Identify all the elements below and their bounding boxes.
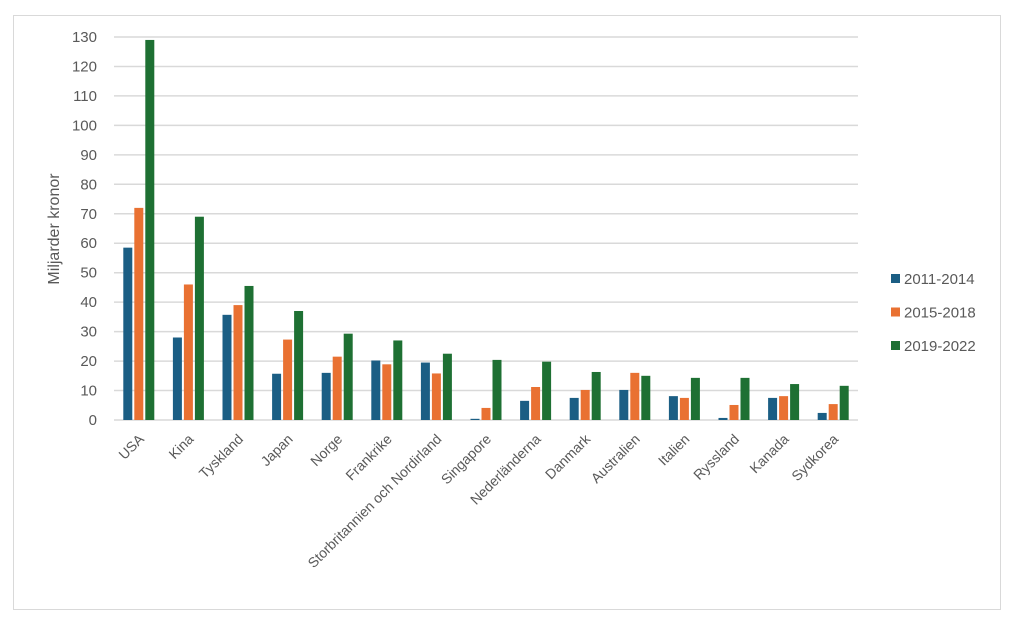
y-tick-label: 120	[72, 58, 97, 75]
bar-2015-2018	[283, 339, 293, 420]
bar-2015-2018	[332, 356, 342, 420]
bar-2015-2018	[431, 373, 441, 420]
bar-2015-2018	[679, 397, 689, 420]
y-tick-label: 40	[80, 294, 97, 311]
y-tick-label: 20	[80, 353, 97, 370]
bar-2019-2022	[641, 375, 651, 420]
legend-label: 2019-2022	[904, 338, 976, 355]
y-tick-label: 70	[80, 206, 97, 223]
bar-2011-2014	[668, 396, 678, 420]
y-tick-label: 50	[80, 265, 97, 282]
y-axis-title: Miljarder kronor	[46, 173, 63, 285]
bar-2019-2022	[393, 340, 403, 420]
bar-2019-2022	[492, 359, 502, 420]
y-tick-label: 100	[72, 117, 97, 134]
y-tick-label: 0	[89, 412, 97, 429]
bar-2019-2022	[244, 285, 254, 420]
bar-2019-2022	[442, 353, 452, 420]
y-tick-label: 80	[80, 176, 97, 193]
y-tick-label: 110	[73, 88, 97, 105]
x-tick-label: Japan	[257, 431, 295, 469]
x-tick-label: Ryssland	[690, 431, 742, 483]
bar-2011-2014	[371, 360, 381, 420]
bar-2019-2022	[343, 333, 353, 420]
x-tick-label: Italien	[655, 431, 693, 469]
bar-2019-2022	[690, 377, 700, 420]
bar-2011-2014	[768, 397, 778, 420]
bar-2011-2014	[420, 362, 430, 420]
bar-2011-2014	[718, 417, 728, 420]
y-tick-label: 30	[80, 324, 97, 341]
bar-2011-2014	[272, 373, 282, 420]
bar-2019-2022	[591, 371, 601, 420]
x-tick-label: Tyskland	[196, 431, 246, 481]
bar-2019-2022	[145, 39, 155, 420]
x-tick-label: USA	[115, 430, 147, 462]
legend-swatch	[891, 274, 900, 283]
y-axis-ticks: 0 10 20 30 40 50 60 70 80 90 100 110 120 130	[72, 29, 97, 429]
bar-2015-2018	[729, 404, 739, 420]
legend-label: 2015-2018	[904, 305, 976, 322]
bar-2011-2014	[817, 412, 827, 420]
bar-2019-2022	[839, 385, 849, 420]
x-tick-label: Australien	[588, 431, 643, 486]
bar-2015-2018	[481, 407, 491, 420]
bar-2011-2014	[123, 247, 133, 420]
x-tick-label: Norge	[307, 431, 345, 469]
bar-2015-2018	[531, 387, 541, 420]
y-tick-label: 90	[80, 147, 97, 164]
bar-2011-2014	[470, 418, 480, 420]
bar-2011-2014	[222, 314, 232, 420]
legend-label: 2011-2014	[904, 271, 975, 288]
bar-2019-2022	[194, 216, 204, 420]
bar-2015-2018	[828, 404, 838, 420]
chart-frame	[13, 15, 1001, 610]
bar-2015-2018	[134, 207, 144, 420]
bar-2019-2022	[740, 377, 750, 420]
x-axis-labels: USA Kina Tyskland Japan NorgeFrankrikeStorbr…	[115, 430, 841, 571]
x-tick-label: Sydkorea	[788, 431, 841, 484]
legend-swatch	[891, 307, 900, 317]
bar-2015-2018	[233, 305, 243, 420]
bar-2015-2018	[580, 389, 590, 420]
bar-2019-2022	[790, 384, 800, 420]
bar-2015-2018	[382, 364, 392, 420]
x-tick-label: Danmark	[542, 430, 594, 482]
y-tick-label: 60	[80, 235, 97, 252]
bar-2011-2014	[520, 400, 530, 420]
bar-2019-2022	[542, 361, 552, 420]
bar-2015-2018	[779, 396, 789, 420]
x-tick-label: Kina	[165, 431, 196, 462]
bar-2011-2014	[569, 397, 579, 420]
bar-2015-2018	[183, 284, 193, 420]
bar-2011-2014	[321, 372, 331, 420]
bar-2019-2022	[294, 310, 304, 420]
bar-2011-2014	[172, 337, 182, 420]
y-tick-label: 130	[72, 29, 97, 46]
legend: 2011-2014 2015-2018 2019-2022	[891, 271, 976, 355]
bars	[123, 39, 849, 420]
legend-swatch	[891, 341, 900, 350]
x-tick-label: Kanada	[746, 431, 792, 477]
bar-2015-2018	[630, 372, 640, 420]
bar-2011-2014	[619, 389, 629, 420]
y-tick-label: 10	[80, 383, 97, 400]
